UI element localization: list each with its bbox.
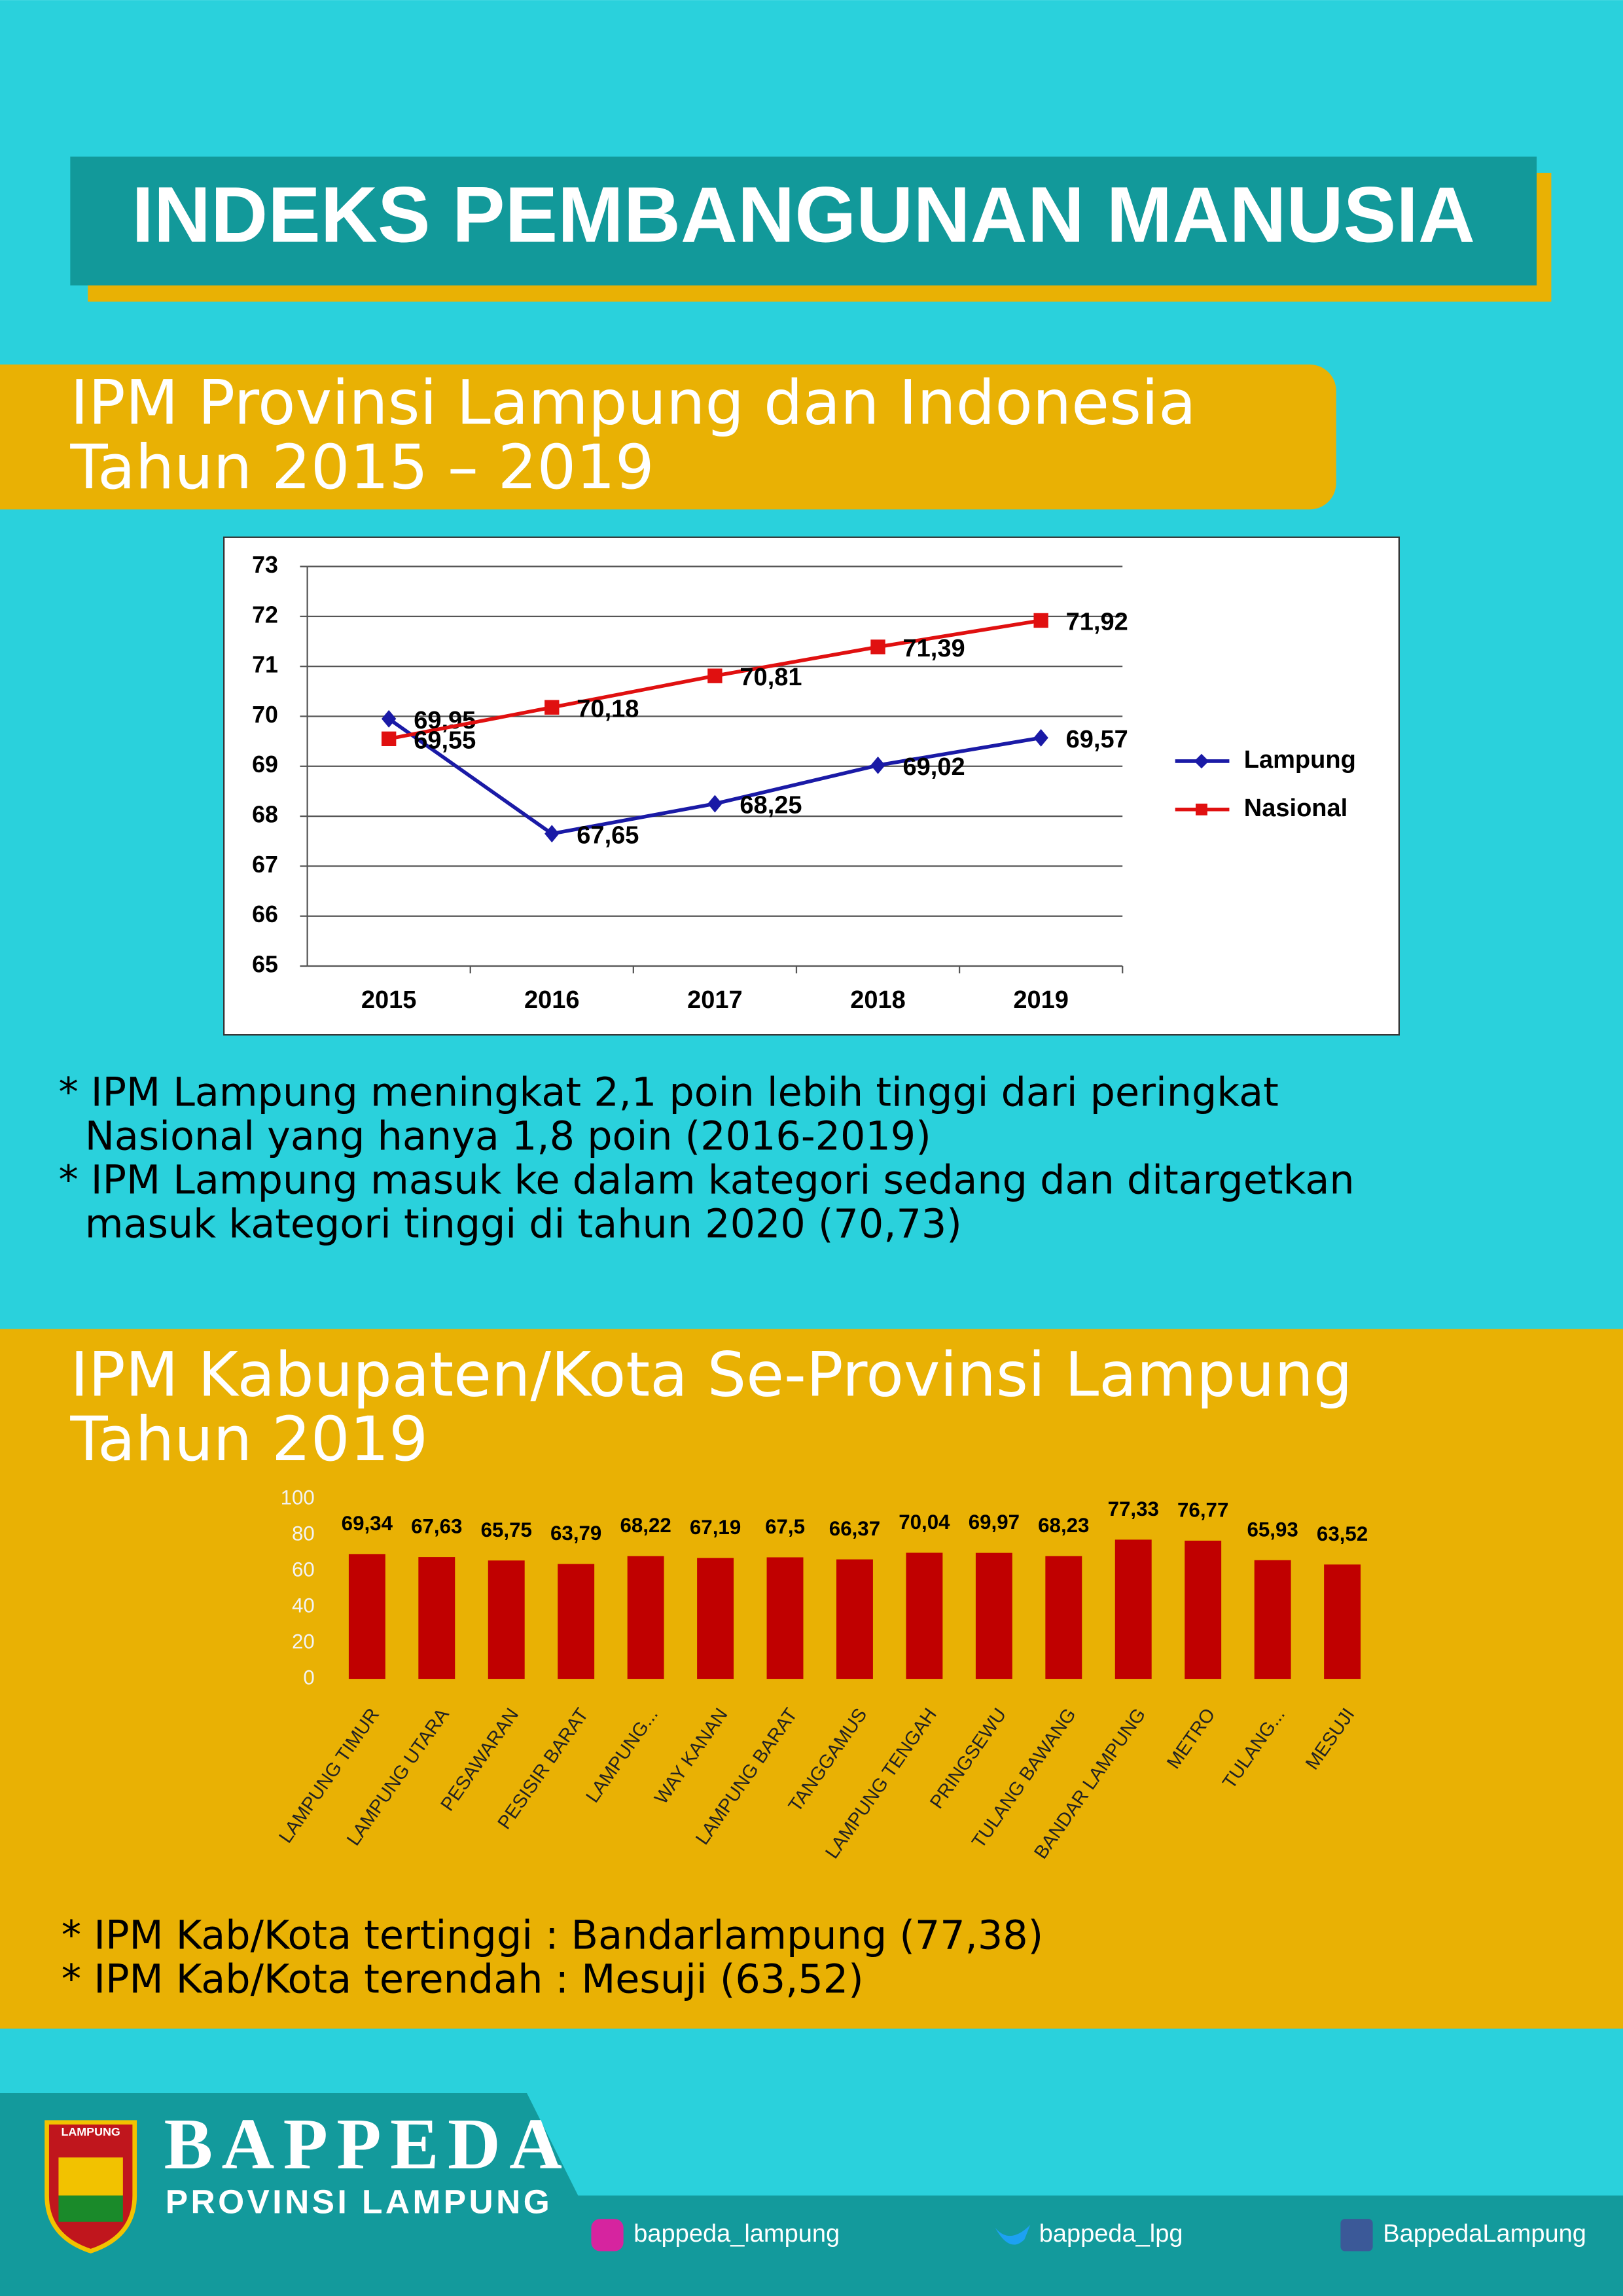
bar	[836, 1559, 873, 1679]
marker	[544, 825, 560, 843]
facebook-handle[interactable]: BappedaLampung	[1383, 2220, 1586, 2248]
legend-label: Lampung	[1244, 746, 1356, 774]
bar	[906, 1552, 943, 1679]
marker	[544, 700, 560, 715]
y-tick-label: 0	[303, 1666, 314, 1689]
bar	[418, 1557, 455, 1679]
y-tick-label: 66	[252, 901, 278, 927]
y-tick-label: 100	[281, 1486, 315, 1509]
data-label: 67,5	[765, 1515, 805, 1538]
note: masuk kategori tinggi di tahun 2020 (70,…	[85, 1202, 962, 1247]
bar	[766, 1557, 804, 1679]
legend-label: Nasional	[1244, 795, 1347, 822]
bar	[1185, 1540, 1222, 1679]
note: * IPM Kab/Kota terendah : Mesuji (63,52)	[62, 1957, 864, 2003]
x-tick-label: 2017	[687, 986, 743, 1014]
y-tick-label: 65	[252, 951, 278, 977]
twitter-handle[interactable]: bappeda_lpg	[1039, 2220, 1183, 2248]
y-tick-label: 69	[252, 751, 278, 778]
data-label: 71,92	[1066, 608, 1128, 636]
data-label: 68,22	[620, 1514, 671, 1537]
data-label: 68,23	[1038, 1514, 1089, 1537]
y-tick-label: 40	[292, 1594, 315, 1617]
data-label: 70,81	[740, 664, 802, 691]
data-label: 63,52	[1317, 1522, 1368, 1545]
marker	[381, 709, 397, 728]
marker	[1033, 613, 1048, 628]
data-label: 70,04	[899, 1511, 950, 1534]
data-label: 69,34	[342, 1512, 393, 1535]
bar	[697, 1558, 734, 1679]
data-label: 71,39	[903, 635, 965, 662]
org-sub: PROVINSI LAMPUNG	[166, 2182, 553, 2220]
data-label: 65,75	[481, 1518, 532, 1541]
org-name: BAPPEDA	[164, 2104, 571, 2185]
bar	[1254, 1560, 1291, 1679]
chart-title: Tahun 2019	[69, 1404, 428, 1475]
chart-title: Tahun 2015 – 2019	[69, 432, 654, 503]
y-tick-label: 60	[292, 1558, 315, 1581]
note: Nasional yang hanya 1,8 poin (2016-2019)	[85, 1114, 931, 1160]
y-tick-label: 70	[252, 702, 278, 728]
data-label: 77,33	[1108, 1498, 1159, 1520]
y-tick-label: 72	[252, 601, 278, 628]
instagram-handle[interactable]: bappeda_lampung	[633, 2220, 840, 2248]
bar	[1115, 1539, 1152, 1679]
marker	[707, 668, 722, 683]
logo-detail	[58, 2157, 123, 2196]
y-tick-label: 68	[252, 802, 278, 828]
bar	[627, 1556, 664, 1679]
x-tick-label: 2018	[850, 986, 906, 1014]
data-label: 65,93	[1247, 1518, 1298, 1541]
x-tick-label: 2015	[361, 986, 417, 1014]
data-label: 63,79	[550, 1522, 601, 1545]
data-label: 69,55	[414, 726, 476, 754]
bar	[488, 1560, 525, 1679]
bar	[1045, 1556, 1082, 1679]
twitter-icon[interactable]	[995, 2225, 1031, 2245]
instagram-icon[interactable]	[591, 2219, 624, 2251]
logo-text: LAMPUNG	[61, 2125, 120, 2138]
bar	[1324, 1564, 1361, 1679]
chart-title: IPM Kabupaten/Kota Se-Provinsi Lampung	[70, 1340, 1352, 1411]
page-title: INDEKS PEMBANGUNAN MANUSIA	[132, 171, 1475, 259]
data-label: 67,19	[690, 1516, 741, 1539]
note: * IPM Lampung masuk ke dalam kategori se…	[58, 1158, 1354, 1204]
note: * IPM Kab/Kota tertinggi : Bandarlampung…	[62, 1912, 1043, 1958]
marker	[870, 639, 885, 655]
chart-frame	[223, 536, 1400, 1036]
logo-detail	[58, 2195, 123, 2222]
y-tick-label: 80	[292, 1522, 315, 1545]
data-label: 66,37	[829, 1517, 880, 1540]
y-tick-label: 67	[252, 852, 278, 878]
data-label: 70,18	[577, 695, 639, 723]
bar	[975, 1552, 1012, 1679]
data-label: 69,57	[1066, 726, 1128, 753]
data-label: 67,65	[577, 821, 639, 849]
bar	[558, 1564, 595, 1679]
y-tick-label: 20	[292, 1630, 315, 1653]
bar	[348, 1554, 385, 1679]
footer-band	[0, 2092, 1623, 2296]
data-label: 76,77	[1177, 1498, 1228, 1521]
section-header	[0, 364, 1336, 510]
title-bar	[70, 156, 1537, 286]
y-tick-label: 73	[252, 552, 278, 578]
x-tick-label: 2019	[1013, 986, 1069, 1014]
chart-title: IPM Provinsi Lampung dan Indonesia	[70, 368, 1196, 439]
marker	[381, 731, 397, 746]
marker	[1033, 728, 1048, 747]
note: * IPM Lampung meningkat 2,1 poin lebih t…	[58, 1069, 1278, 1115]
data-label: 69,97	[969, 1511, 1020, 1534]
data-label: 69,02	[903, 753, 965, 781]
facebook-icon[interactable]	[1340, 2219, 1373, 2251]
x-tick-label: 2016	[524, 986, 580, 1014]
legend-marker	[1196, 803, 1207, 816]
data-label: 68,25	[740, 792, 802, 819]
data-label: 67,63	[411, 1515, 462, 1538]
y-tick-label: 71	[252, 652, 278, 678]
